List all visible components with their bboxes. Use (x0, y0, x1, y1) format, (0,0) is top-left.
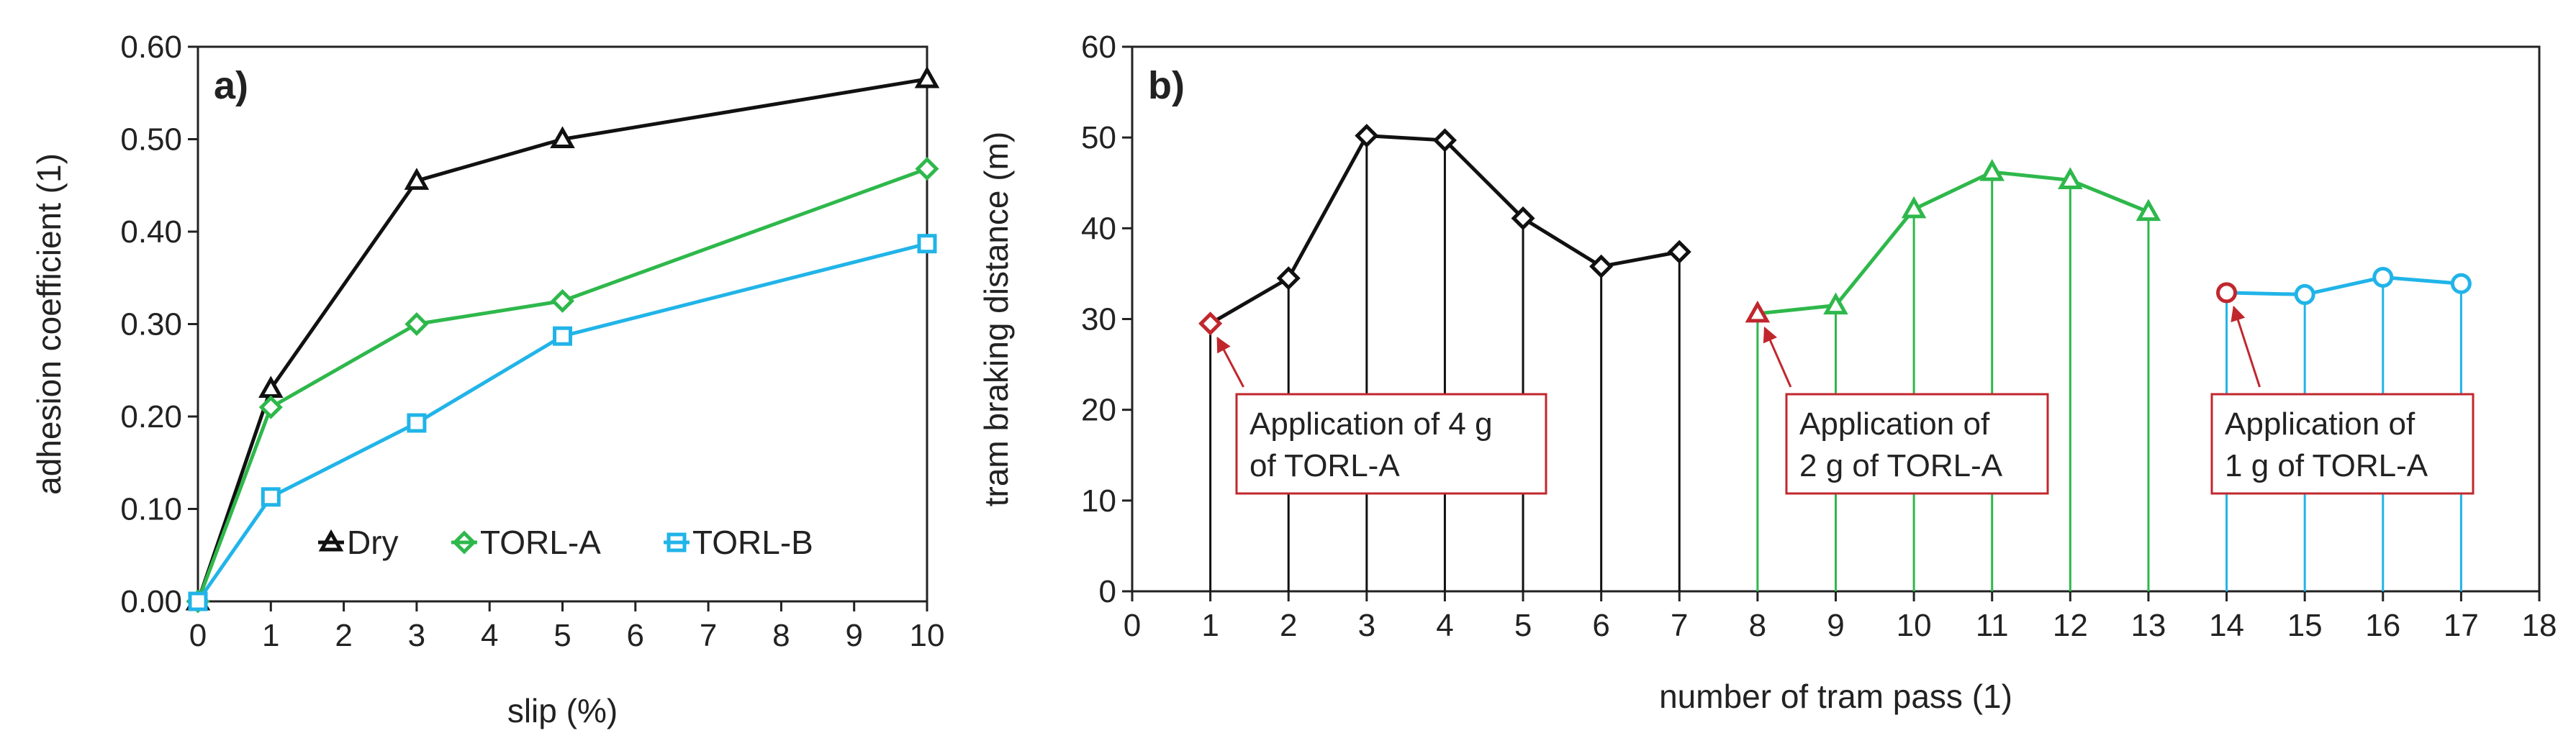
y-tick-label: 50 (1081, 120, 1116, 155)
data-point (1511, 206, 1535, 230)
y-tick-label: 20 (1081, 393, 1116, 428)
annotation-text: Application of 4 g (1249, 406, 1493, 442)
annotation-arrow (1216, 336, 1244, 388)
x-tick-label: 4 (481, 618, 498, 653)
x-tick-label: 12 (2053, 608, 2088, 643)
data-point-torl-a (258, 395, 283, 419)
y-tick-label: 0.40 (120, 214, 182, 250)
data-point (1667, 240, 1691, 264)
x-tick-label: 6 (1592, 608, 1609, 643)
data-point (1432, 128, 1457, 153)
data-point (1589, 254, 1614, 278)
x-tick-label: 8 (772, 618, 790, 653)
y-tick-label: 0.30 (120, 307, 182, 342)
data-point-torl-a (405, 311, 429, 337)
x-tick-label: 7 (1671, 608, 1688, 643)
x-tick-label: 10 (910, 618, 945, 653)
data-point-torl-b (188, 591, 208, 611)
x-tick-label: 3 (1358, 608, 1375, 643)
data-point-torl-b (261, 487, 281, 507)
x-tick-label: 10 (1897, 608, 1932, 643)
x-tick-label: 8 (1749, 608, 1766, 643)
panel-label-b: b) (1148, 64, 1185, 107)
x-tick-label: 2 (335, 618, 352, 653)
y-tick-label: 60 (1081, 29, 1116, 65)
y-tick-label: 10 (1081, 483, 1116, 519)
x-tick-label: 5 (553, 618, 571, 653)
data-point (2294, 283, 2315, 305)
data-point-torl-b (407, 413, 427, 433)
x-tick-label: 15 (2287, 608, 2323, 643)
data-point (1355, 124, 1379, 148)
y-tick-label: 0 (1099, 574, 1116, 609)
annotation-text: 2 g of TORL-A (1799, 448, 2003, 483)
data-point-torl-b (553, 326, 572, 346)
y-tick-label: 30 (1081, 302, 1116, 337)
data-point-dry (914, 65, 940, 88)
series-line-2 (2226, 275, 2462, 296)
annotation-text: 1 g of TORL-A (2225, 448, 2428, 483)
application-point (1745, 300, 1771, 323)
x-axis-label: slip (%) (507, 692, 618, 729)
data-point-torl-a (550, 288, 575, 313)
x-tick-label: 5 (1514, 608, 1532, 643)
data-point (1276, 266, 1301, 291)
data-point (2372, 266, 2394, 288)
panel-label-a: a) (214, 64, 248, 107)
x-tick-label: 2 (1280, 608, 1297, 643)
data-point (1901, 196, 1927, 219)
y-tick-label: 0.00 (120, 584, 182, 619)
data-point (2450, 273, 2472, 294)
data-point-torl-b (917, 234, 937, 254)
y-tick-label: 0.10 (120, 492, 182, 527)
y-tick-label: 0.60 (120, 29, 182, 65)
data-point (1823, 292, 1848, 315)
data-point (2136, 199, 2161, 222)
legend-label-dry: Dry (347, 524, 399, 561)
legend-label-torl-a: TORL-A (480, 524, 601, 561)
x-tick-label: 1 (262, 618, 279, 653)
data-point-torl-a (915, 157, 939, 181)
annotation-arrow (1763, 327, 1792, 388)
annotation-text: Application of (2225, 406, 2415, 442)
data-point-dry (404, 168, 430, 190)
data-point-dry (550, 126, 575, 148)
x-tick-label: 9 (1827, 608, 1844, 643)
data-point (2058, 167, 2083, 189)
annotation-box (1235, 393, 1547, 495)
x-tick-label: 14 (2209, 608, 2244, 643)
annotation-box (2210, 393, 2475, 495)
x-tick-label: 18 (2522, 608, 2557, 643)
x-tick-label: 0 (189, 618, 207, 653)
x-tick-label: 0 (1124, 608, 1141, 643)
x-tick-label: 9 (845, 618, 862, 653)
y-axis-label: tram braking distance (m) (977, 132, 1015, 507)
application-point (1198, 311, 1223, 336)
annotation-box (1785, 393, 2049, 495)
y-tick-label: 40 (1081, 211, 1116, 246)
y-axis-label: adhesion coefficient (1) (30, 153, 68, 495)
y-tick-label: 0.50 (120, 122, 182, 158)
x-axis-label: number of tram pass (1) (1659, 678, 2012, 715)
x-tick-label: 16 (2365, 608, 2400, 643)
x-tick-label: 3 (408, 618, 425, 653)
legend-label-torl-b: TORL-B (692, 524, 813, 561)
annotation-arrow (2231, 305, 2261, 388)
x-tick-label: 1 (1201, 608, 1219, 643)
series-line-1 (1757, 170, 2149, 316)
x-tick-label: 4 (1436, 608, 1453, 643)
x-tick-label: 13 (2130, 608, 2166, 643)
y-tick-label: 0.20 (120, 399, 182, 434)
x-tick-label: 17 (2444, 608, 2479, 643)
annotation-text: of TORL-A (1249, 448, 1400, 483)
data-point (1979, 159, 2005, 181)
application-point (2216, 282, 2238, 304)
x-tick-label: 11 (1976, 608, 2009, 643)
x-tick-label: 7 (700, 618, 717, 653)
x-tick-label: 6 (627, 618, 644, 653)
chart-panel-a: 0.00 0.10 0.20 0.30 0.40 0.50 0.60 0 1 2 3 4 5 6 7 8 9 10… (30, 29, 944, 729)
annotation-text: Application of (1799, 406, 1990, 442)
